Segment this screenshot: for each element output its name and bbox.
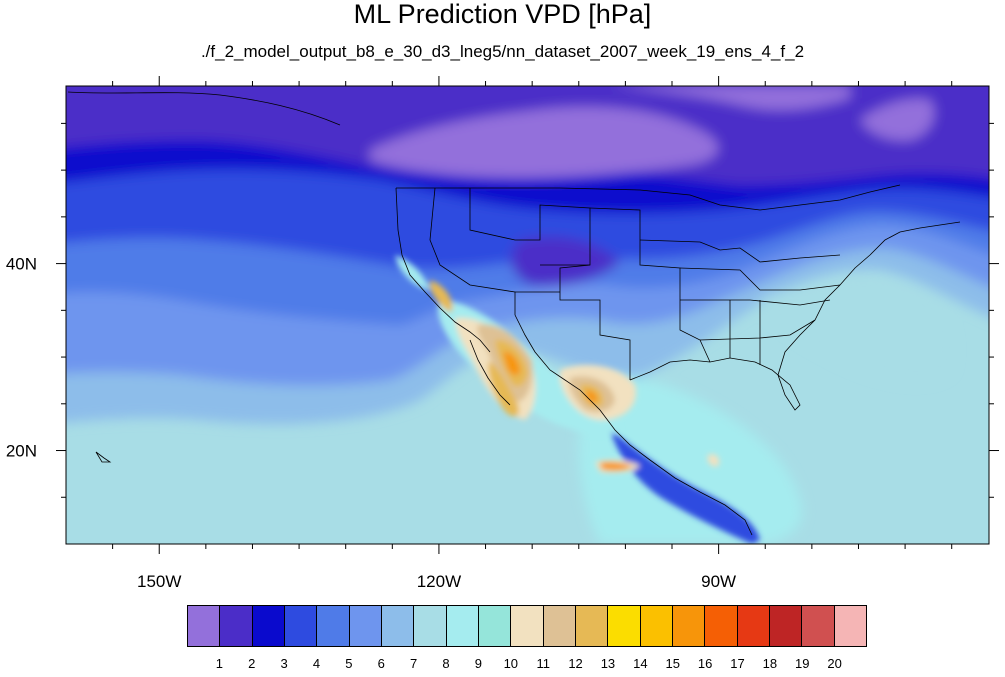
lat-tick-label: 40N (6, 255, 37, 274)
colorbar-swatch (511, 606, 544, 646)
colorbar-swatch (252, 606, 285, 646)
colorbar-swatch (349, 606, 382, 646)
colorbar-label: 14 (633, 656, 648, 671)
field-blob-northern-2 (610, 86, 850, 110)
coastlines (67, 91, 961, 536)
colorbar-label: 19 (795, 656, 810, 671)
coastline-1 (395, 187, 491, 353)
vpd-field (66, 86, 989, 544)
colorbar-label: 7 (410, 656, 418, 671)
coastline-3 (514, 314, 753, 536)
colorbar-label: 12 (568, 656, 583, 671)
colorbar-label: 17 (730, 656, 745, 671)
coastline-13 (680, 299, 831, 306)
colorbar-label: 6 (377, 656, 385, 671)
field-hotspot-6 (503, 351, 520, 376)
colorbar-swatch (737, 606, 770, 646)
map-frame (65, 85, 990, 545)
colorbar-labels: 1 2 3 4 5 6 7 8 9 10 11 12 13 14 15 16 17 18 19 20 (187, 656, 867, 672)
colorbar-swatch (188, 606, 221, 646)
colorbar-label: 16 (697, 656, 713, 671)
field-hotspot-15 (395, 255, 430, 290)
colorbar-label: 15 (665, 656, 680, 671)
colorbar-label: 10 (503, 656, 519, 671)
colorbar (187, 605, 867, 647)
colorbar-swatch (317, 606, 350, 646)
field-hotspot-13 (600, 462, 632, 471)
colorbar-label: 2 (248, 656, 256, 671)
coastline-6 (67, 91, 341, 126)
lat-tick-label: 20N (6, 442, 37, 461)
colorbar-swatch (802, 606, 835, 646)
chart-subtitle: ./f_2_model_output_b8_e_30_d3_lneg5/nn_d… (200, 42, 805, 61)
coastline-7 (95, 451, 112, 463)
lon-tick-label: 150W (137, 572, 181, 591)
coastline-11 (639, 239, 841, 263)
coastline-12 (679, 267, 841, 291)
colorbar-swatch (284, 606, 318, 646)
field-hotspot-7 (488, 362, 519, 417)
map-ticks (56, 76, 999, 554)
field-blob-northern-3 (860, 98, 934, 141)
coastline-8 (429, 187, 516, 315)
colorbar-label: 3 (280, 656, 288, 671)
coastline-16 (515, 264, 590, 293)
colorbar-label: 1 (215, 656, 223, 671)
map-tick-labels: 150W 120W 90W 40N 20N (6, 255, 736, 591)
colorbar-swatch (705, 606, 738, 646)
colorbar-swatch (672, 606, 706, 646)
colorbar-label: 8 (442, 656, 450, 671)
colorbar-label: 9 (474, 656, 483, 671)
coastline-15 (729, 300, 761, 365)
colorbar-swatch (381, 606, 415, 646)
colorbar-label: 20 (827, 656, 842, 671)
colorbar-swatch (834, 606, 866, 646)
colorbar-swatch (220, 606, 253, 646)
field-hotspot-16 (707, 454, 720, 467)
colorbar-swatch (414, 606, 447, 646)
field-blob-gulf (579, 376, 802, 544)
field-blob-northern-1 (370, 106, 719, 178)
colorbar-swatch (543, 606, 576, 646)
chart-title: ML Prediction VPD [hPa] (353, 0, 652, 29)
colorbar-swatch (769, 606, 803, 646)
colorbar-swatch (575, 606, 609, 646)
colorbar-swatch (608, 606, 641, 646)
colorbar-label: 18 (762, 656, 778, 671)
lon-tick-label: 120W (417, 572, 461, 591)
colorbar-label: 4 (312, 656, 321, 671)
coastline-2 (469, 339, 511, 406)
field-hotspot-14 (430, 280, 453, 312)
colorbar-swatch (640, 606, 673, 646)
colorbar-swatch (446, 606, 479, 646)
field-blob-atlantic (760, 276, 953, 381)
field-blob-plains (511, 236, 620, 287)
colorbar-label: 11 (536, 656, 550, 671)
colorbar-swatch (478, 606, 512, 646)
coastline-5 (396, 184, 901, 211)
lon-tick-label: 90W (701, 572, 736, 591)
colorbar-label: 13 (600, 656, 616, 671)
colorbar-label: 5 (345, 656, 353, 671)
